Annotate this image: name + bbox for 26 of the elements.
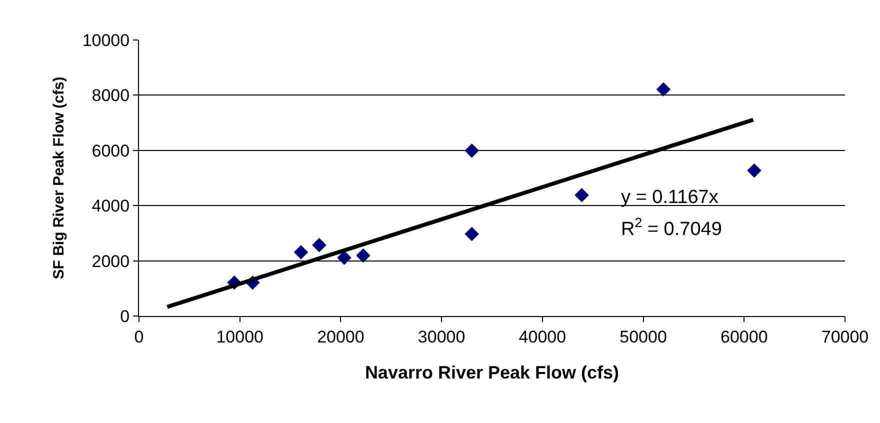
point: [294, 245, 308, 260]
y-tick-label: 4000: [92, 196, 130, 216]
x-tick-label: 40000: [518, 327, 566, 346]
x-tick-label: 20000: [317, 327, 364, 346]
y-tick-label: 0: [120, 306, 130, 326]
point: [464, 144, 479, 158]
x-tick-label: 30000: [418, 327, 466, 346]
point: [356, 248, 370, 263]
x-tick-label: 0: [134, 327, 144, 346]
point: [337, 250, 352, 265]
point: [312, 238, 326, 252]
x-tick-label: 70000: [821, 327, 869, 346]
annotation: R$^{2}$ = 0.7049: [621, 215, 722, 240]
point: [574, 188, 589, 202]
y-tick-label: 8000: [92, 86, 130, 106]
y-tick-label: 10000: [82, 30, 130, 50]
point: [747, 163, 762, 178]
point: [656, 82, 671, 97]
x-axis-title: Navarro River Peak Flow (cfs): [364, 362, 620, 382]
point: [464, 226, 479, 242]
x-tick-label: 60000: [720, 327, 768, 346]
y-tick-label: 6000: [92, 141, 130, 160]
x-tick-label: 10000: [216, 327, 264, 346]
y-tick-label: 2000: [92, 252, 130, 271]
x-tick-label: 50000: [620, 327, 667, 346]
y-axis-title: SF Big River Peak Flow (cfs): [50, 76, 68, 280]
